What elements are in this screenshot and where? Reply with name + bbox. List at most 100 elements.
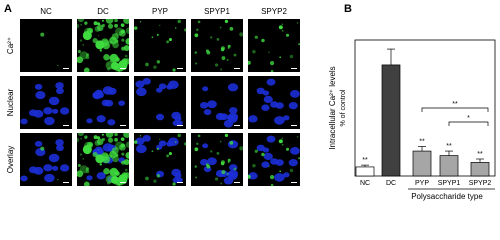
panel-b: B Intracellular Ca²⁺ levels% of control N… — [328, 3, 496, 201]
calcium-signal — [85, 167, 90, 171]
calcium-signal — [101, 19, 104, 22]
nucleus — [261, 161, 270, 168]
bar — [355, 166, 375, 177]
calcium-signal — [239, 146, 243, 151]
nucleus — [174, 172, 182, 179]
nucleus — [227, 83, 239, 92]
calcium-signal — [105, 133, 114, 138]
image-content — [77, 19, 129, 72]
image-content — [194, 133, 243, 185]
calcium-signal — [77, 23, 80, 29]
column-label: PYP — [152, 7, 168, 16]
calcium-signal — [279, 56, 281, 59]
nucleus — [33, 166, 44, 175]
column-label: SPYP1 — [204, 7, 230, 16]
calcium-signal — [139, 135, 142, 137]
calcium-signal — [197, 134, 201, 138]
nucleus — [172, 120, 180, 127]
calcium-signal — [156, 147, 159, 150]
calcium-signal — [96, 22, 101, 26]
y-axis-label: Intracellular Ca²⁺ levels — [328, 66, 337, 149]
calcium-signal — [159, 24, 161, 27]
calcium-signal — [120, 137, 125, 141]
nucleus — [142, 78, 151, 85]
nucleus — [270, 101, 279, 108]
calcium-signal — [123, 19, 129, 24]
calcium-signal — [77, 19, 85, 23]
calcium-signal — [83, 181, 90, 186]
calcium-signal — [117, 183, 121, 186]
nucleus — [86, 118, 93, 124]
calcium-signal — [220, 68, 223, 71]
calcium-signal — [177, 133, 181, 138]
nucleus — [215, 112, 225, 121]
panel-a: NC DC PYP SPYP1 SPYP2 Ca²⁺ Nuclear Overlay — [6, 7, 300, 186]
calcium-signal — [114, 19, 118, 23]
calcium-signal — [85, 53, 90, 57]
calcium-signal — [79, 39, 83, 42]
calcium-signal — [79, 153, 83, 156]
scale-bar — [291, 68, 297, 69]
calcium-signal — [210, 150, 213, 153]
nucleus — [227, 114, 238, 123]
calcium-signal — [220, 182, 223, 185]
scale-bar — [234, 182, 240, 183]
calcium-signal — [121, 174, 126, 179]
nucleus — [20, 118, 28, 125]
nucleus — [227, 140, 239, 149]
image-content — [77, 133, 129, 186]
nucleus — [43, 107, 53, 115]
calcium-signal — [107, 67, 110, 71]
nucleus — [172, 177, 180, 184]
calcium-signal — [114, 137, 118, 142]
scale-bar — [234, 68, 240, 69]
panel-label: B — [344, 3, 352, 15]
calcium-signal — [125, 152, 129, 159]
nucleus — [248, 115, 258, 123]
calcium-signal — [83, 67, 90, 72]
calcium-signal — [100, 38, 109, 47]
micrograph — [248, 76, 300, 129]
image-content — [20, 139, 70, 183]
calcium-signal — [109, 150, 117, 159]
row-label: Overlay — [6, 146, 15, 174]
micrograph — [77, 76, 129, 129]
calcium-signal — [254, 149, 258, 153]
calcium-signal — [254, 35, 258, 39]
calcium-signal — [166, 154, 170, 158]
calcium-signal — [214, 177, 219, 181]
calcium-signal — [40, 146, 45, 151]
image-content — [135, 78, 183, 127]
significance-label: ** — [419, 138, 425, 145]
calcium-signal — [110, 168, 117, 175]
calcium-signal — [221, 56, 226, 60]
calcium-signal — [278, 139, 283, 144]
nucleus — [20, 175, 28, 182]
column-label: DC — [97, 7, 109, 16]
calcium-signal — [195, 176, 198, 179]
calcium-signal — [175, 141, 177, 143]
scale-bar — [291, 125, 297, 126]
calcium-signal — [92, 37, 98, 44]
calcium-signal — [233, 167, 237, 171]
calcium-signal — [77, 164, 81, 168]
nucleus — [283, 172, 290, 178]
calcium-signal — [197, 20, 201, 24]
calcium-signal — [252, 49, 256, 54]
calcium-signal — [115, 27, 124, 36]
x-tick-label: DC — [386, 180, 396, 187]
scale-bar — [120, 125, 126, 126]
calcium-signal — [166, 40, 170, 44]
x-tick-label: NC — [360, 180, 370, 187]
calcium-signal — [101, 133, 104, 136]
calcium-signal — [139, 21, 142, 23]
calcium-signal — [221, 170, 226, 174]
nucleus — [43, 164, 53, 172]
nucleus — [136, 144, 147, 154]
nucleus — [44, 116, 55, 126]
nucleus — [288, 102, 298, 110]
nucleus — [288, 159, 298, 167]
calcium-signal — [145, 62, 149, 67]
nucleus — [48, 96, 60, 106]
calcium-signal — [109, 36, 117, 45]
